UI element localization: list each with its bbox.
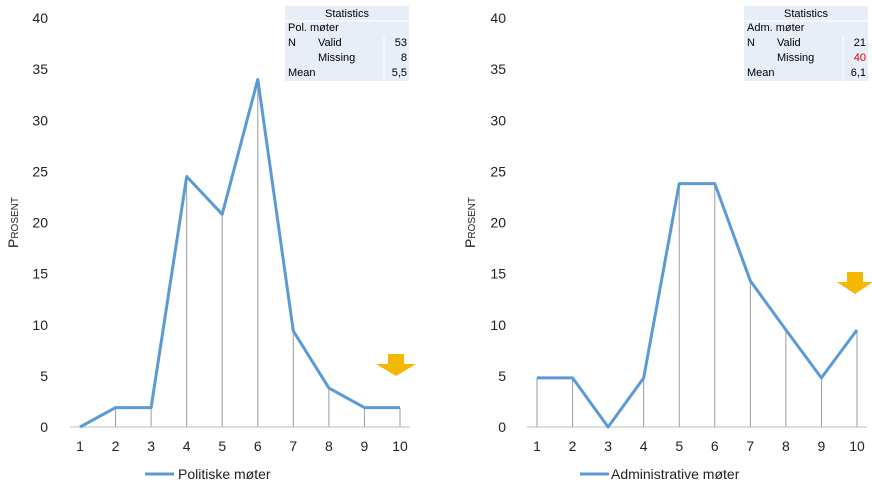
x-axis-ticks: 1 2 3 4 5 6 7 8 9 10 (533, 438, 865, 454)
statistics-mean-value: 5,5 (392, 67, 407, 79)
y-tick-label: 15 (490, 266, 506, 282)
statistics-missing-label: Missing (777, 52, 814, 64)
statistics-table: Statistics Adm. møter N Valid 21 Missing… (744, 6, 868, 81)
y-tick-label: 20 (32, 215, 48, 231)
statistics-valid-value: 53 (395, 37, 407, 49)
series-line-administrative (537, 182, 859, 429)
down-arrow-icon (376, 354, 416, 376)
y-tick-label: 25 (490, 163, 506, 179)
x-tick-label: 8 (782, 438, 790, 454)
statistics-valid-label: Valid (318, 37, 342, 49)
x-tick-label: 1 (76, 438, 84, 454)
x-tick-label: 5 (675, 438, 683, 454)
x-axis-ticks: 1 2 3 4 5 6 7 8 9 10 (76, 438, 408, 454)
y-tick-label: 20 (490, 215, 506, 231)
statistics-mean-label: Mean (288, 67, 316, 79)
x-tick-label: 5 (218, 438, 226, 454)
y-tick-label: 10 (32, 317, 48, 333)
y-tick-label: 40 (32, 10, 48, 26)
statistics-background (744, 6, 868, 81)
y-tick-label: 40 (490, 10, 506, 26)
x-tick-label: 6 (254, 438, 262, 454)
statistics-n-label: N (747, 37, 755, 49)
y-tick-label: 5 (498, 368, 506, 384)
statistics-variable: Pol. møter (288, 22, 339, 34)
x-tick-label: 3 (147, 438, 155, 454)
x-tick-label: 3 (604, 438, 612, 454)
y-tick-label: 30 (490, 112, 506, 128)
y-axis-label: PROSENT (5, 197, 21, 248)
chart-panel-administrative: 0 5 10 15 20 25 30 35 40 1 2 3 4 5 6 7 8 9 10 PROSENT Sta… (462, 6, 872, 482)
y-tick-label: 35 (32, 61, 48, 77)
legend-label: Politiske møter (178, 466, 271, 482)
statistics-missing-label: Missing (318, 52, 355, 64)
x-tick-label: 2 (112, 438, 120, 454)
y-tick-label: 0 (40, 419, 48, 435)
drop-lines (115, 79, 401, 427)
statistics-valid-value: 21 (854, 37, 866, 49)
statistics-title: Statistics (325, 8, 370, 20)
statistics-mean-label: Mean (747, 67, 775, 79)
x-tick-label: 7 (289, 438, 297, 454)
x-tick-label: 2 (569, 438, 577, 454)
x-tick-label: 4 (183, 438, 191, 454)
series-line-politiske (79, 77, 400, 429)
statistics-mean-value: 6,1 (851, 67, 866, 79)
statistics-n-label: N (288, 37, 296, 49)
statistics-background (285, 6, 409, 81)
down-arrow-icon (837, 272, 872, 294)
x-tick-label: 6 (711, 438, 719, 454)
x-tick-label: 10 (849, 438, 865, 454)
y-tick-label: 25 (32, 163, 48, 179)
x-tick-label: 8 (325, 438, 333, 454)
y-axis-ticks: 0 5 10 15 20 25 30 35 40 (490, 10, 506, 435)
x-tick-label: 1 (533, 438, 541, 454)
y-tick-label: 10 (490, 317, 506, 333)
statistics-table: Statistics Pol. møter N Valid 53 Missing… (285, 6, 409, 81)
y-axis-label: PROSENT (462, 197, 478, 248)
x-tick-label: 9 (818, 438, 826, 454)
y-axis-ticks: 0 5 10 15 20 25 30 35 40 (32, 10, 48, 435)
statistics-title: Statistics (784, 8, 829, 20)
statistics-variable: Adm. møter (747, 22, 805, 34)
statistics-valid-label: Valid (777, 37, 801, 49)
y-tick-label: 15 (32, 266, 48, 282)
x-tick-label: 7 (746, 438, 754, 454)
x-tick-label: 4 (640, 438, 648, 454)
chart-panel-political: 0 5 10 15 20 25 30 35 40 1 2 3 4 5 6 7 8 9 10 PROSENT Sta… (5, 6, 416, 482)
drop-lines (536, 183, 858, 427)
y-tick-label: 30 (32, 112, 48, 128)
y-tick-label: 5 (40, 368, 48, 384)
legend-label: Administrative møter (611, 466, 740, 482)
y-tick-label: 0 (498, 419, 506, 435)
statistics-missing-value: 40 (854, 52, 866, 64)
x-tick-label: 10 (392, 438, 408, 454)
statistics-missing-value: 8 (401, 52, 407, 64)
x-tick-label: 9 (361, 438, 369, 454)
y-tick-label: 35 (490, 61, 506, 77)
